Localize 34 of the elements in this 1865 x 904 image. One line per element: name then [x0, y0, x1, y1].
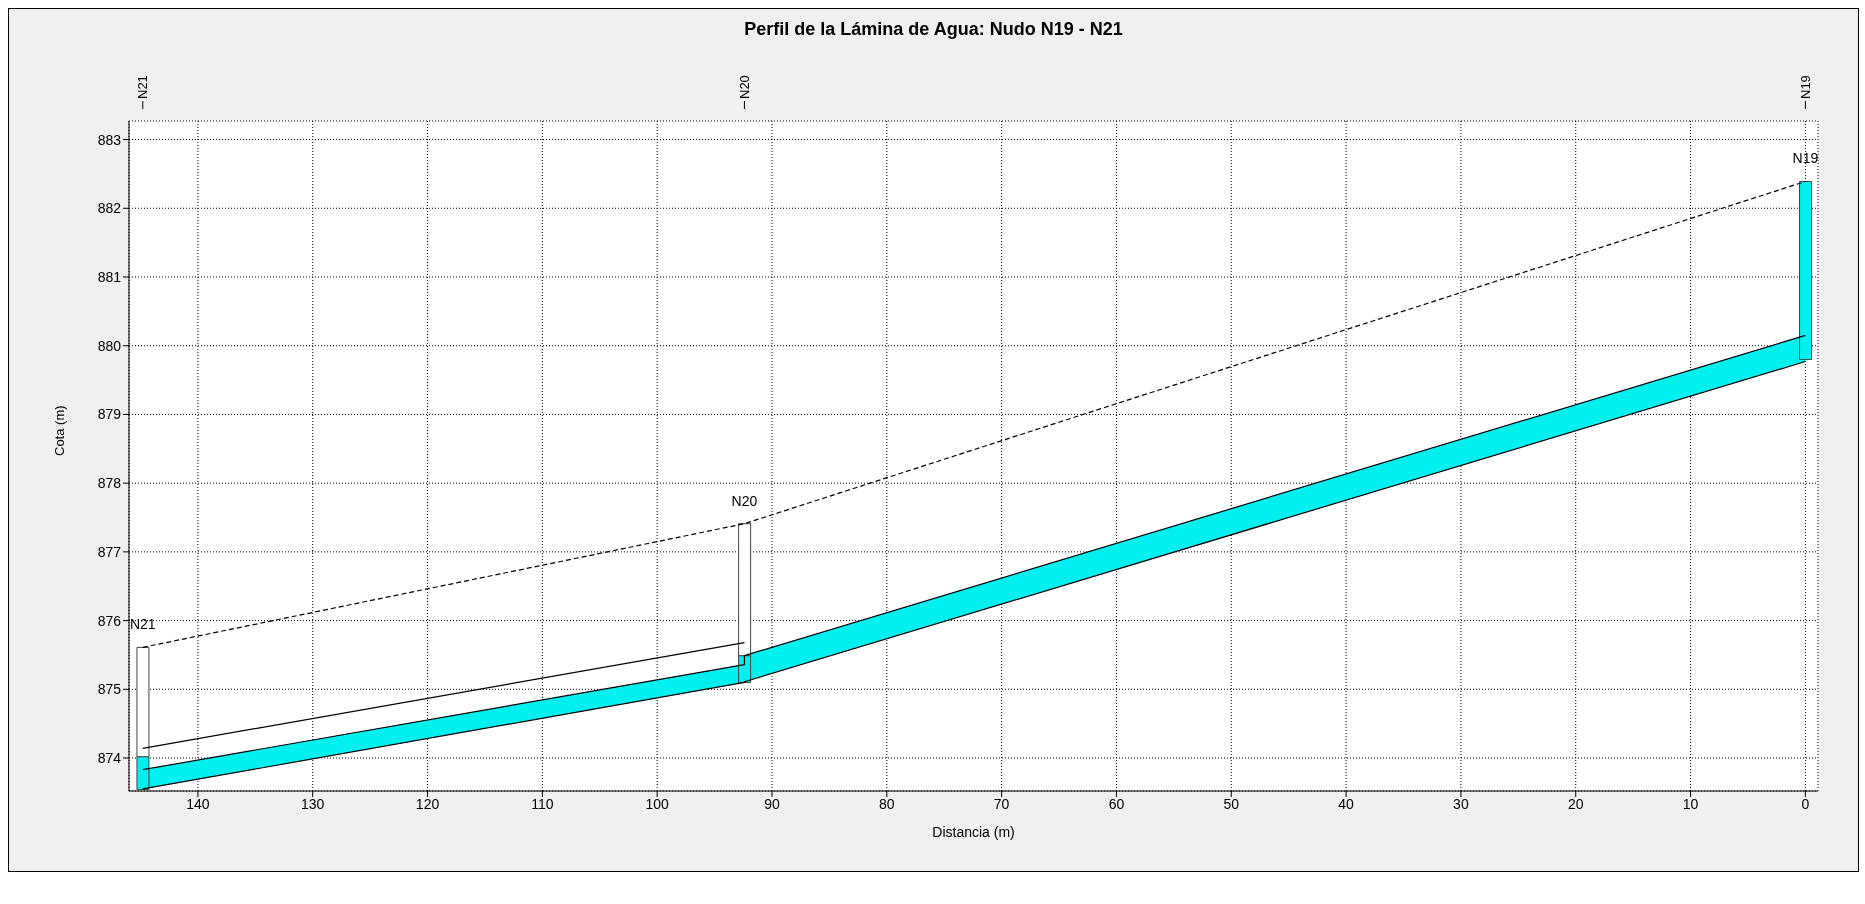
- y-tick-label: 874: [97, 749, 122, 766]
- annotation: N20: [731, 492, 758, 509]
- x-axis-title: Distancia (m): [932, 824, 1015, 840]
- y-tick-label: 877: [97, 543, 122, 560]
- y-tick-label: 882: [97, 200, 122, 217]
- y-tick-label: 876: [97, 612, 122, 629]
- x-tick-label: 80: [879, 795, 895, 812]
- x-tick-label: 60: [1108, 795, 1125, 812]
- x-tick-label: 140: [186, 795, 210, 812]
- x-tick-label: 0: [1801, 795, 1810, 812]
- x-tick-label: 40: [1338, 795, 1355, 812]
- y-tick-label: 879: [97, 406, 122, 423]
- y-axis-title: Cota (m): [51, 405, 67, 456]
- y-tick-label: 883: [97, 131, 122, 148]
- x-tick-label: 50: [1223, 795, 1240, 812]
- chart-title: Perfil de la Lámina de Agua: Nudo N19 - N21: [743, 18, 1124, 41]
- y-tick-label: 880: [97, 337, 122, 354]
- x-tick-label: 70: [993, 795, 1010, 812]
- x-tick-label: 30: [1453, 795, 1469, 812]
- y-tick-label: 878: [97, 475, 122, 492]
- x-tick-label: 20: [1567, 795, 1584, 812]
- x-tick-label: 100: [645, 795, 670, 812]
- annotation: N19: [1797, 75, 1813, 99]
- y-tick-label: 881: [97, 268, 122, 285]
- x-tick-label: 130: [301, 795, 325, 812]
- annotation: N21: [129, 616, 156, 633]
- annotation: N19: [1792, 150, 1819, 167]
- x-tick-label: 110: [531, 795, 554, 812]
- annotation: N21: [135, 75, 151, 99]
- x-tick-label: 90: [764, 795, 780, 812]
- annotation: N20: [736, 75, 752, 99]
- x-tick-label: 120: [415, 795, 440, 812]
- x-tick-label: 10: [1682, 795, 1699, 812]
- y-tick-label: 875: [97, 681, 122, 698]
